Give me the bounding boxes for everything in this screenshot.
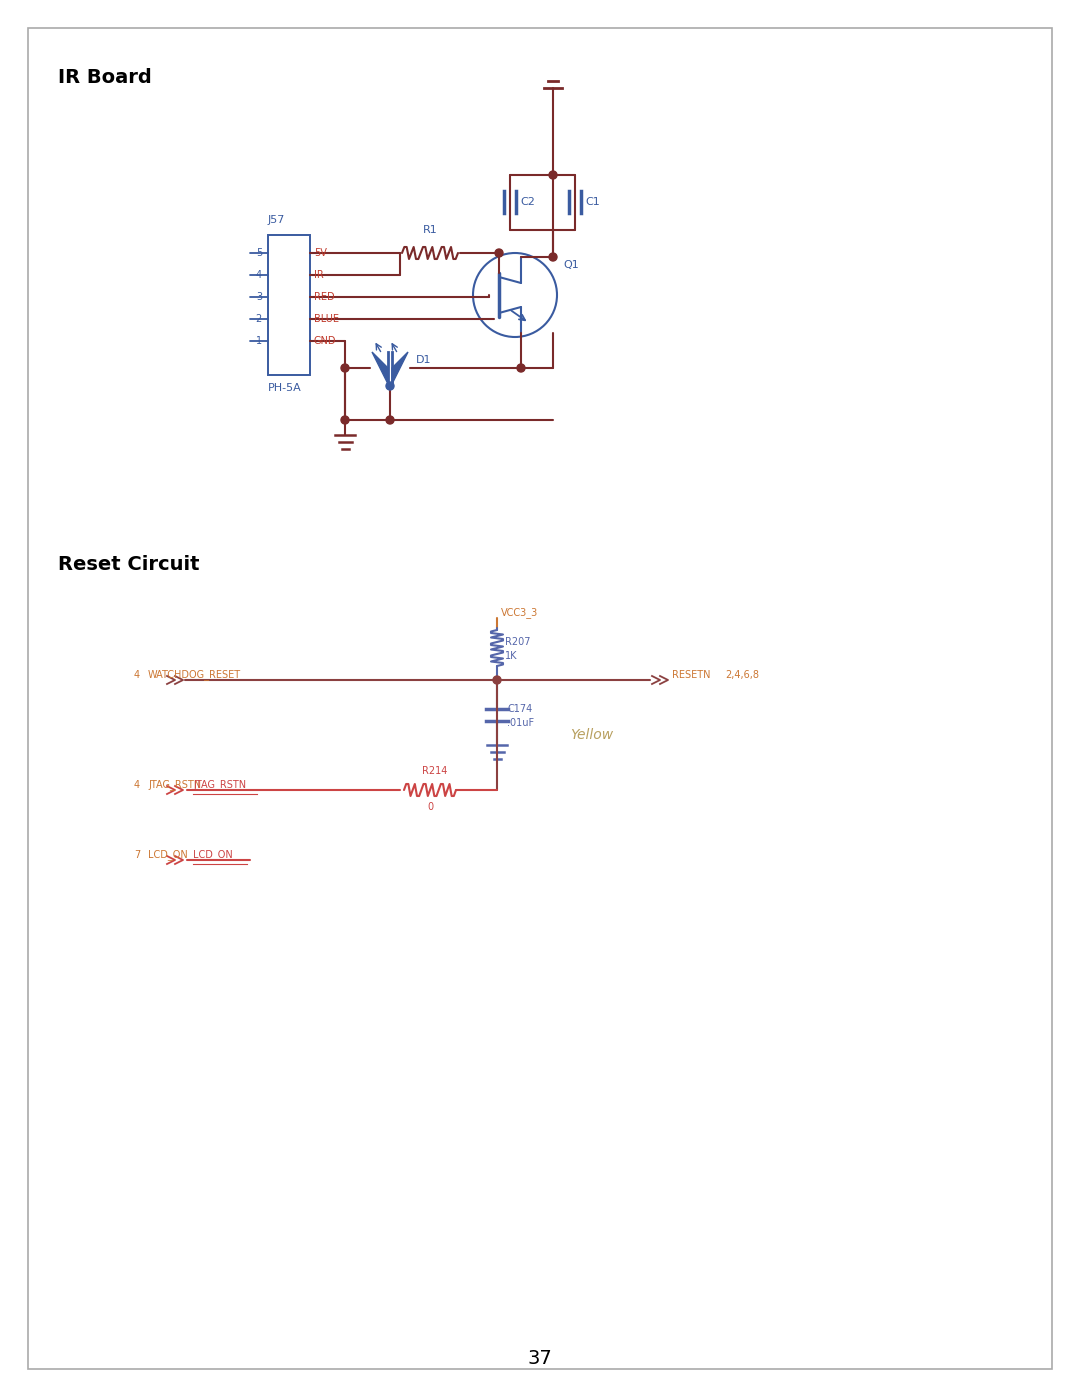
Circle shape <box>495 249 503 257</box>
Text: 4: 4 <box>134 671 140 680</box>
Text: 2,4,6,8: 2,4,6,8 <box>725 671 759 680</box>
Text: IR: IR <box>314 270 324 279</box>
Text: JTAG_RSTN: JTAG_RSTN <box>193 780 246 791</box>
Text: D1: D1 <box>416 355 432 365</box>
Text: C174: C174 <box>507 704 532 714</box>
Circle shape <box>341 416 349 425</box>
Polygon shape <box>392 352 408 384</box>
Text: Reset Circuit: Reset Circuit <box>58 555 200 574</box>
Text: .01uF: .01uF <box>507 718 535 728</box>
Text: 3: 3 <box>256 292 262 302</box>
Text: RESETN: RESETN <box>672 671 711 680</box>
Bar <box>268 235 310 374</box>
Text: JTAG_RSTN: JTAG_RSTN <box>148 780 201 791</box>
Text: PH-5A: PH-5A <box>268 383 301 393</box>
Text: 37: 37 <box>528 1348 552 1368</box>
Text: 0: 0 <box>427 802 433 812</box>
Text: R207: R207 <box>505 637 530 647</box>
Text: R214: R214 <box>422 766 447 775</box>
Text: C1: C1 <box>585 197 599 207</box>
Circle shape <box>341 365 349 372</box>
Text: 5V: 5V <box>314 249 327 258</box>
Text: WATCHDOG_RESET: WATCHDOG_RESET <box>148 669 241 680</box>
Text: GND: GND <box>314 337 337 346</box>
Circle shape <box>386 416 394 425</box>
Text: LCD_ON: LCD_ON <box>193 849 233 861</box>
Circle shape <box>549 170 557 179</box>
Text: Yellow: Yellow <box>570 728 613 742</box>
Text: BLUE: BLUE <box>314 314 339 324</box>
Circle shape <box>517 365 525 372</box>
Circle shape <box>549 253 557 261</box>
Text: 1K: 1K <box>505 651 517 661</box>
Text: VCC3_3: VCC3_3 <box>501 608 538 617</box>
Text: 2: 2 <box>256 314 262 324</box>
Text: R1: R1 <box>422 225 437 235</box>
Text: 4: 4 <box>256 270 262 279</box>
Circle shape <box>386 381 394 390</box>
Text: Q1: Q1 <box>563 260 579 270</box>
Circle shape <box>492 676 501 685</box>
Polygon shape <box>372 352 388 384</box>
Text: LCD_ON: LCD_ON <box>148 849 188 861</box>
Text: 5: 5 <box>256 249 262 258</box>
Text: RED: RED <box>314 292 335 302</box>
Text: 7: 7 <box>134 849 140 861</box>
Text: C2: C2 <box>519 197 535 207</box>
Text: 4: 4 <box>134 780 140 789</box>
Text: J57: J57 <box>268 215 285 225</box>
Text: 1: 1 <box>256 337 262 346</box>
Text: IR Board: IR Board <box>58 68 152 87</box>
